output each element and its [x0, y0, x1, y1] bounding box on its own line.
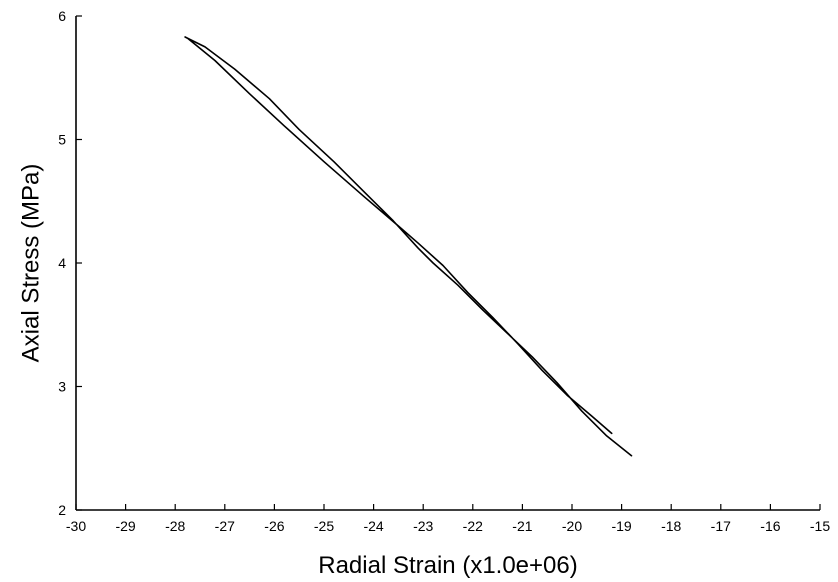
x-tick-label: -25	[314, 518, 334, 534]
y-tick-label: 2	[58, 502, 66, 518]
x-tick-label: -28	[165, 518, 185, 534]
series-layer	[184, 36, 633, 457]
x-tick-label: -27	[215, 518, 235, 534]
x-tick-label: -16	[760, 518, 780, 534]
x-tick-label: -21	[512, 518, 532, 534]
x-tick-label: -26	[264, 518, 284, 534]
y-tick-label: 3	[58, 379, 66, 395]
x-tick-label: -15	[810, 518, 830, 534]
series-line-1	[184, 36, 633, 457]
y-axis-label: Axial Stress (MPa)	[17, 164, 44, 363]
x-tick-label: -20	[562, 518, 582, 534]
x-tick-label: -18	[661, 518, 681, 534]
y-axis-ticks: 2 3 4 5 6	[58, 8, 82, 518]
x-tick-label: -22	[463, 518, 483, 534]
y-tick-label: 5	[58, 132, 66, 148]
y-tick-label: 4	[58, 255, 66, 271]
x-tick-label: -30	[66, 518, 86, 534]
x-axis-ticks: -30 -29 -28 -27 -26 -25 -24 -23 -22 -21 -20 -19 -18 -…	[66, 504, 830, 534]
x-tick-label: -17	[711, 518, 731, 534]
x-axis-label: Radial Strain (x1.0e+06)	[318, 552, 577, 579]
x-tick-label: -19	[611, 518, 631, 534]
axes	[75, 16, 820, 511]
x-tick-label: -24	[363, 518, 383, 534]
x-tick-label: -29	[115, 518, 135, 534]
y-tick-label: 6	[58, 8, 66, 24]
x-tick-label: -23	[413, 518, 433, 534]
